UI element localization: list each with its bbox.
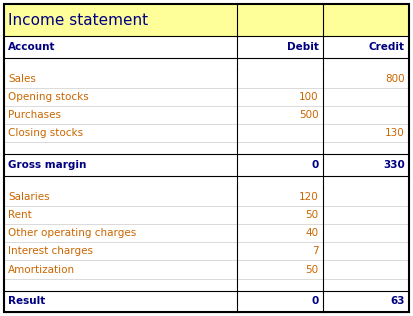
- Text: Sales: Sales: [8, 74, 36, 84]
- Text: 120: 120: [299, 191, 319, 202]
- Text: Closing stocks: Closing stocks: [8, 128, 83, 138]
- Bar: [4, 279, 409, 290]
- Text: Account: Account: [8, 42, 55, 52]
- Text: Gross margin: Gross margin: [8, 160, 86, 170]
- Text: 330: 330: [383, 160, 405, 170]
- Bar: [4, 242, 409, 260]
- Bar: [4, 176, 409, 187]
- Text: Credit: Credit: [369, 42, 405, 52]
- Text: Opening stocks: Opening stocks: [8, 92, 89, 102]
- Text: 50: 50: [306, 210, 319, 220]
- Bar: [4, 4, 409, 36]
- Text: 500: 500: [299, 110, 319, 120]
- Bar: [4, 88, 409, 106]
- Text: 100: 100: [299, 92, 319, 102]
- Text: 0: 0: [311, 160, 319, 170]
- Text: Interest charges: Interest charges: [8, 246, 93, 256]
- Bar: [4, 36, 409, 58]
- Text: 800: 800: [385, 74, 405, 84]
- Text: Amortization: Amortization: [8, 264, 75, 275]
- Bar: [4, 260, 409, 279]
- Text: Other operating charges: Other operating charges: [8, 228, 136, 238]
- Bar: [4, 58, 409, 70]
- Bar: [4, 70, 409, 88]
- Bar: [4, 124, 409, 143]
- Text: 63: 63: [391, 296, 405, 306]
- Text: 0: 0: [311, 296, 319, 306]
- Text: Salaries: Salaries: [8, 191, 50, 202]
- Bar: [4, 290, 409, 312]
- Text: 40: 40: [306, 228, 319, 238]
- Text: 130: 130: [385, 128, 405, 138]
- Text: Purchases: Purchases: [8, 110, 61, 120]
- Bar: [4, 154, 409, 176]
- Bar: [4, 206, 409, 224]
- Text: 50: 50: [306, 264, 319, 275]
- Text: Income statement: Income statement: [8, 13, 148, 27]
- Text: 7: 7: [312, 246, 319, 256]
- Bar: [4, 187, 409, 206]
- Bar: [4, 224, 409, 242]
- Text: Rent: Rent: [8, 210, 32, 220]
- Text: Result: Result: [8, 296, 45, 306]
- Bar: [4, 106, 409, 124]
- Text: Debit: Debit: [287, 42, 319, 52]
- Bar: [4, 143, 409, 154]
